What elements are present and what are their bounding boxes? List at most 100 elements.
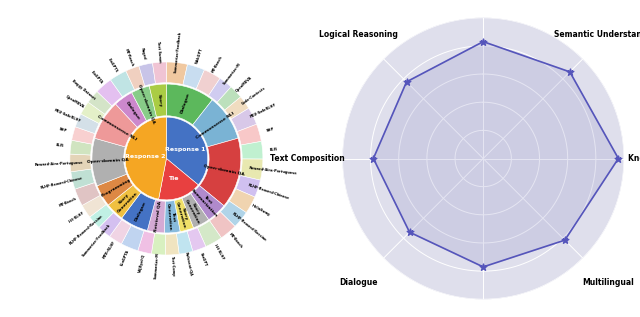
Text: MT-Bench: MT-Bench	[59, 196, 77, 208]
Text: Programming: Programming	[100, 178, 131, 198]
Wedge shape	[229, 189, 255, 213]
Text: PKU-SafeRLHF: PKU-SafeRLHF	[249, 103, 276, 120]
Wedge shape	[116, 93, 147, 127]
Wedge shape	[217, 87, 241, 110]
Text: Retrieval QA: Retrieval QA	[154, 201, 163, 232]
Text: RLHF-Reward-Chinese: RLHF-Reward-Chinese	[40, 176, 83, 190]
Text: SHP: SHP	[266, 127, 275, 133]
Text: OpenMEVA: OpenMEVA	[235, 75, 253, 93]
Polygon shape	[373, 42, 618, 267]
Wedge shape	[196, 70, 220, 95]
Wedge shape	[152, 233, 166, 255]
Text: Summarize-M: Summarize-M	[223, 62, 243, 86]
Text: StaGPT: StaGPT	[199, 252, 207, 267]
Text: HellaSwag: HellaSwag	[251, 204, 271, 217]
Point	[564, 69, 575, 74]
Wedge shape	[71, 169, 95, 189]
Wedge shape	[75, 183, 100, 205]
Text: ELI5: ELI5	[269, 147, 278, 152]
Text: Response 1: Response 1	[166, 147, 206, 152]
Text: Open-domain QA: Open-domain QA	[203, 164, 244, 177]
Wedge shape	[76, 114, 99, 133]
Text: Commonsense NLI: Commonsense NLI	[195, 112, 235, 140]
Text: HH-RLHF: HH-RLHF	[213, 243, 225, 261]
Wedge shape	[193, 100, 238, 147]
Wedge shape	[109, 220, 131, 244]
Wedge shape	[122, 225, 144, 251]
Point	[401, 79, 412, 84]
Wedge shape	[236, 176, 260, 197]
Point	[560, 238, 570, 243]
Wedge shape	[132, 86, 157, 121]
Text: Knowledge QA: Knowledge QA	[628, 154, 640, 163]
Text: Response 2: Response 2	[125, 154, 165, 159]
Wedge shape	[166, 62, 188, 85]
Text: ELI5: ELI5	[55, 143, 64, 148]
Text: Story
Generation: Story Generation	[113, 188, 138, 213]
Text: Refevent-QA: Refevent-QA	[184, 251, 193, 276]
Text: Text Summ: Text Summ	[156, 40, 161, 62]
Text: LlaGPT5: LlaGPT5	[107, 58, 118, 74]
Text: Code-Contests: Code-Contests	[241, 86, 267, 106]
Wedge shape	[97, 80, 122, 106]
Text: MTR-RLHF: MTR-RLHF	[102, 240, 116, 260]
Wedge shape	[81, 102, 105, 124]
Wedge shape	[149, 84, 166, 117]
Text: Dialogue: Dialogue	[339, 278, 378, 288]
Wedge shape	[220, 201, 246, 226]
Text: Summarize-Feedback: Summarize-Feedback	[82, 223, 112, 258]
Text: Text Composition: Text Composition	[270, 154, 344, 163]
Text: Reward-Aira-Portuguese: Reward-Aira-Portuguese	[35, 160, 83, 166]
Wedge shape	[191, 186, 224, 220]
Wedge shape	[70, 154, 92, 172]
Text: Open-domain QA: Open-domain QA	[87, 158, 129, 165]
Text: Text-Comp: Text-Comp	[170, 255, 175, 276]
Text: Story
Generation: Story Generation	[175, 200, 191, 229]
Wedge shape	[159, 158, 198, 200]
Wedge shape	[92, 138, 127, 186]
Wedge shape	[164, 200, 180, 233]
Text: RLHF-Reward-Chinese: RLHF-Reward-Chinese	[247, 184, 290, 201]
Text: HH-RLHF: HH-RLHF	[68, 211, 85, 224]
Wedge shape	[82, 195, 106, 217]
Text: Logical Reasoning: Logical Reasoning	[319, 29, 398, 39]
Wedge shape	[72, 127, 95, 144]
Wedge shape	[99, 213, 122, 236]
Text: LLaGPTA: LLaGPTA	[120, 249, 131, 267]
Text: Dialogue: Dialogue	[180, 92, 191, 114]
Wedge shape	[111, 71, 134, 97]
Text: Story
Generation: Story Generation	[184, 196, 204, 224]
Text: OpenMEVA: OpenMEVA	[65, 95, 85, 109]
Text: Raged: Raged	[140, 47, 147, 60]
Text: RLHF-Reward-Russian: RLHF-Reward-Russian	[232, 211, 268, 242]
Wedge shape	[70, 140, 92, 155]
Text: Reward-Aira-Portuguese: Reward-Aira-Portuguese	[249, 166, 298, 176]
Polygon shape	[328, 3, 638, 314]
Text: Multilingual: Multilingual	[582, 278, 634, 288]
Wedge shape	[240, 159, 263, 180]
Wedge shape	[125, 117, 166, 199]
Point	[368, 156, 378, 161]
Text: Buggy Dataset: Buggy Dataset	[72, 79, 97, 100]
Wedge shape	[166, 117, 208, 185]
Text: Text
Summarization: Text Summarization	[190, 185, 222, 218]
Wedge shape	[177, 231, 193, 254]
Text: Summarize-Feedback: Summarize-Feedback	[174, 30, 182, 73]
Text: Dialogue: Dialogue	[134, 200, 147, 222]
Text: RLHF-Reward-Russian: RLHF-Reward-Russian	[68, 214, 104, 246]
Wedge shape	[90, 204, 113, 228]
Text: Summarize-M: Summarize-M	[154, 252, 161, 279]
Text: Commonsense NLI: Commonsense NLI	[96, 114, 137, 141]
Wedge shape	[209, 78, 231, 102]
Text: MT-Bench: MT-Bench	[228, 232, 243, 249]
Wedge shape	[182, 194, 209, 228]
Wedge shape	[209, 212, 235, 238]
Text: Semantic Understanding: Semantic Understanding	[554, 29, 640, 39]
Text: Text
Generation: Text Generation	[166, 203, 177, 231]
Wedge shape	[187, 228, 206, 251]
Text: MT-Reach: MT-Reach	[123, 48, 134, 68]
Wedge shape	[200, 138, 241, 206]
Text: PKU-SafeRLHF: PKU-SafeRLHF	[54, 108, 82, 124]
Wedge shape	[147, 200, 165, 233]
Wedge shape	[183, 64, 204, 89]
